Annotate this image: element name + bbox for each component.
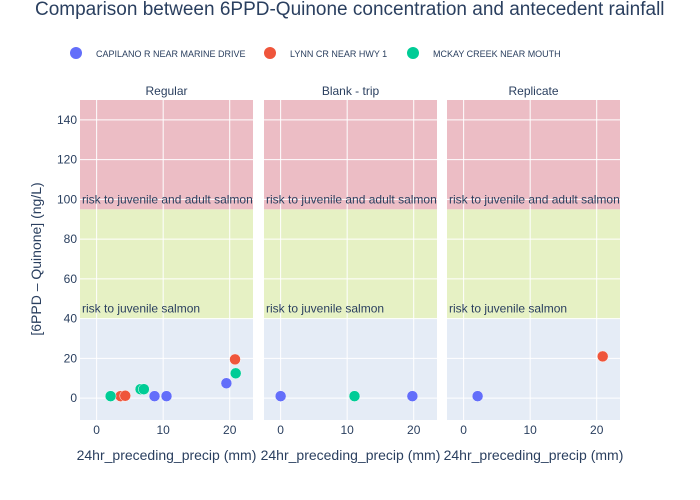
x-tick-label: 10: [340, 423, 354, 437]
x-axis-title: 24hr_preceding_precip (mm): [77, 447, 257, 463]
band-label-risk-to-juvenile-salmon: risk to juvenile salmon: [266, 302, 384, 316]
band-1: [447, 209, 620, 319]
y-axis-title: [6PPD – Quinone] (ng/L): [28, 182, 44, 335]
band-0: [264, 318, 437, 420]
point-capilano-r-near-marine-drive: [471, 390, 484, 402]
facet-panels: risk to juvenile salmon risk to juvenile …: [80, 84, 620, 420]
point-mckay-creek-near-mouth: [138, 383, 150, 395]
facet-label-blank-trip: Blank - trip: [322, 84, 380, 98]
point-mckay-creek-near-mouth: [104, 390, 117, 402]
band-0: [447, 318, 620, 420]
band-2: [264, 100, 437, 210]
x-axis-title: 24hr_preceding_precip (mm): [444, 447, 624, 463]
panel-replicate: risk to juvenile salmon risk to juvenile …: [447, 84, 620, 420]
point-capilano-r-near-marine-drive: [148, 390, 161, 402]
y-tick-label: 80: [64, 232, 78, 246]
legend-marker-lynn-cr-near-hwy-1: [264, 47, 276, 59]
panel-blank-trip: risk to juvenile salmon risk to juvenile …: [264, 84, 437, 420]
y-tick-label: 60: [64, 272, 78, 286]
legend-marker-mckay-creek-near-mouth: [407, 47, 419, 59]
band-label-risk-to-juvenile-and-adult-salmon: risk to juvenile and adult salmon: [449, 192, 620, 206]
y-tick-label: 20: [64, 351, 78, 365]
x-tick-label: 20: [590, 423, 604, 437]
point-capilano-r-near-marine-drive: [160, 390, 173, 402]
y-axis: 0 20 40 60 80 100 120 140: [57, 113, 77, 405]
band-1: [264, 209, 437, 319]
y-tick-label: 140: [57, 113, 77, 127]
x-tick-label: 0: [93, 423, 100, 437]
band-label-risk-to-juvenile-salmon: risk to juvenile salmon: [449, 302, 567, 316]
point-lynn-cr-near-hwy-1: [119, 390, 131, 402]
x-tick-label: 10: [523, 423, 537, 437]
point-mckay-creek-near-mouth: [229, 367, 242, 380]
y-tick-label: 120: [57, 153, 77, 167]
x-tick-label: 0: [460, 423, 467, 437]
y-tick-label: 0: [70, 391, 77, 405]
x-axis-title: 24hr_preceding_precip (mm): [261, 447, 441, 463]
facet-label-replicate: Replicate: [508, 84, 558, 98]
chart-title: Comparison between 6PPD-Quinone concentr…: [35, 0, 665, 20]
band-1: [80, 209, 253, 319]
point-lynn-cr-near-hwy-1: [229, 353, 241, 366]
legend-marker-capilano-r-near-marine-drive: [70, 47, 82, 59]
point-capilano-r-near-marine-drive: [274, 390, 287, 402]
point-capilano-r-near-marine-drive: [220, 377, 233, 389]
band-label-risk-to-juvenile-and-adult-salmon: risk to juvenile and adult salmon: [82, 192, 253, 206]
x-axes: 0 10 20 24hr_preceding_precip (mm) 0 10 20 24hr…: [77, 423, 624, 463]
band-label-risk-to-juvenile-and-adult-salmon: risk to juvenile and adult salmon: [266, 192, 437, 206]
y-tick-label: 100: [57, 192, 77, 206]
point-mckay-creek-near-mouth: [348, 390, 361, 402]
legend-label-mckay-creek-near-mouth: MCKAY CREEK NEAR MOUTH: [433, 49, 561, 59]
legend-label-capilano-r-near-marine-drive: CAPILANO R NEAR MARINE DRIVE: [96, 49, 246, 59]
band-2: [447, 100, 620, 210]
x-tick-label: 0: [277, 423, 284, 437]
legend: CAPILANO R NEAR MARINE DRIVE LYNN CR NEAR…: [70, 47, 561, 59]
point-lynn-cr-near-hwy-1: [596, 350, 609, 363]
x-tick-label: 20: [407, 423, 421, 437]
legend-label-lynn-cr-near-hwy-1: LYNN CR NEAR HWY 1: [290, 49, 387, 59]
panel-regular: risk to juvenile salmon risk to juvenile …: [80, 84, 253, 420]
x-tick-label: 10: [156, 423, 170, 437]
y-tick-label: 40: [64, 312, 78, 326]
band-2: [80, 100, 253, 210]
band-0: [80, 318, 253, 420]
band-label-risk-to-juvenile-salmon: risk to juvenile salmon: [82, 302, 200, 316]
facet-label-regular: Regular: [145, 84, 187, 98]
x-tick-label: 20: [223, 423, 237, 437]
point-capilano-r-near-marine-drive: [406, 390, 419, 402]
